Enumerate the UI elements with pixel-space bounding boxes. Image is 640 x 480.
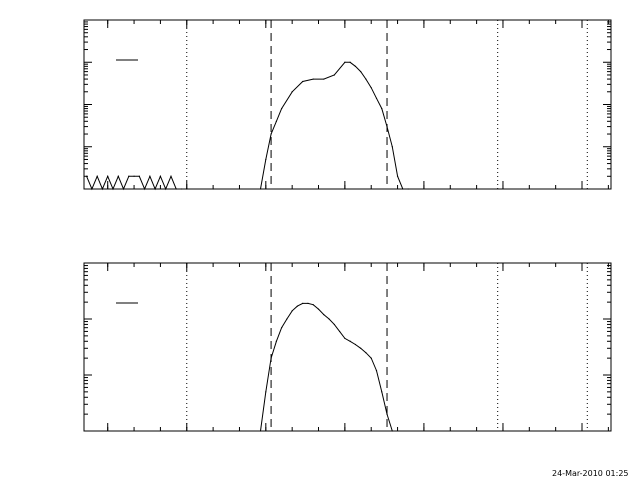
data-point [138,175,140,177]
data-point [180,188,183,190]
data-point [349,340,351,342]
data-point [354,343,357,346]
data-point [391,430,393,432]
data-point [386,125,388,128]
data-point [133,175,135,177]
data-point [333,74,335,76]
data-point [270,133,272,135]
data-point [154,188,156,190]
data-point [281,107,283,110]
data-point [91,188,93,190]
data-point [370,87,372,89]
data-point [302,80,304,83]
data-point [159,175,162,177]
data-point [396,175,399,177]
data-point [107,175,109,177]
data-point [317,308,320,310]
data-point [349,61,351,63]
data-point [122,188,125,190]
data-point [175,188,177,190]
series-line [260,302,393,432]
data-point [365,78,367,80]
x-axis [107,20,609,189]
data-point [291,91,293,93]
data-point [275,340,277,342]
x-axis [107,263,609,431]
data-point [96,175,98,177]
data-point [170,175,172,177]
data-point [307,302,309,304]
data-point [149,175,151,177]
data-point [323,78,325,80]
data-point [391,146,393,148]
data-point [265,391,267,393]
data-point [286,318,288,320]
data-point [259,188,262,190]
data-point [128,175,130,177]
data-point [117,175,119,177]
plot-frame [83,19,612,190]
y-axis [84,262,611,432]
footer-timestamp: 24-Mar-2010 01:25 [552,469,629,478]
data-point [86,175,88,177]
data-point [291,310,293,312]
data-point [375,369,378,372]
y-axis [84,19,611,190]
data-point [381,391,383,393]
data-point [402,188,404,190]
data-point [302,302,304,304]
data-point [344,337,346,340]
data-point [360,71,362,73]
data-point [344,61,346,63]
plot-frame [83,262,612,432]
chart-panel-lo [83,19,612,191]
data-point [296,305,299,307]
data-point [270,357,272,359]
chart-panel-hi [83,262,612,432]
data-point [360,347,362,349]
data-point [212,188,214,190]
data-point [323,313,325,316]
data-point [275,120,277,122]
data-point [312,304,314,306]
data-point [365,352,367,354]
data-point [386,413,388,415]
data-point [259,430,262,432]
data-point [370,357,372,359]
data-point [333,323,335,326]
data-point [381,107,383,110]
data-point [112,188,114,190]
data-point [312,78,314,80]
data-point [328,318,330,320]
data-point [354,65,357,67]
data-point [281,327,283,329]
data-point [265,158,267,161]
data-point [407,188,409,190]
data-point [144,188,146,190]
series-line [86,61,409,191]
data-point [165,188,167,190]
data-point [375,97,378,99]
data-point [338,330,341,333]
data-point [101,188,104,190]
data-point [186,188,188,190]
data-point [238,188,241,190]
